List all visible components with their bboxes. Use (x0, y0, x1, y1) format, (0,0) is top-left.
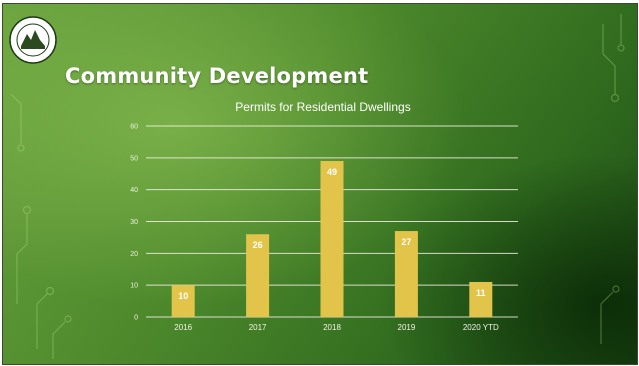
x-tick-label: 2018 (323, 323, 341, 332)
y-tick-label: 60 (130, 124, 138, 131)
town-seal-logo (9, 16, 57, 64)
y-tick-label: 30 (130, 219, 138, 226)
bar (394, 231, 418, 317)
bar (320, 161, 344, 317)
x-tick-label: 2019 (398, 323, 416, 332)
bar (246, 234, 270, 317)
data-label: 10 (178, 291, 188, 301)
y-tick-label: 0 (134, 315, 138, 322)
bar (469, 281, 493, 317)
chart-title: Permits for Residential Dwellings (235, 100, 411, 114)
data-label: 27 (401, 237, 411, 247)
y-tick-label: 40 (130, 187, 138, 194)
y-tick-label: 20 (130, 251, 138, 258)
data-label: 26 (253, 240, 263, 250)
data-label: 11 (476, 288, 486, 298)
x-tick-label: 2017 (249, 323, 267, 332)
slide-title: Community Development (65, 64, 369, 88)
bar (171, 285, 195, 317)
y-tick-label: 10 (130, 283, 138, 290)
presentation-slide: Community Development Permits for Reside… (2, 3, 638, 365)
circuit-decoration (10, 14, 625, 359)
x-tick-label: 2016 (174, 323, 192, 332)
x-tick-label: 2020 YTD (463, 323, 499, 332)
y-tick-label: 50 (130, 155, 138, 162)
data-label: 49 (327, 167, 337, 177)
bar-chart: 0 10 20 30 40 50 60 10 2016 26 2017 49 2018 27 2019 11 2… (130, 124, 518, 332)
